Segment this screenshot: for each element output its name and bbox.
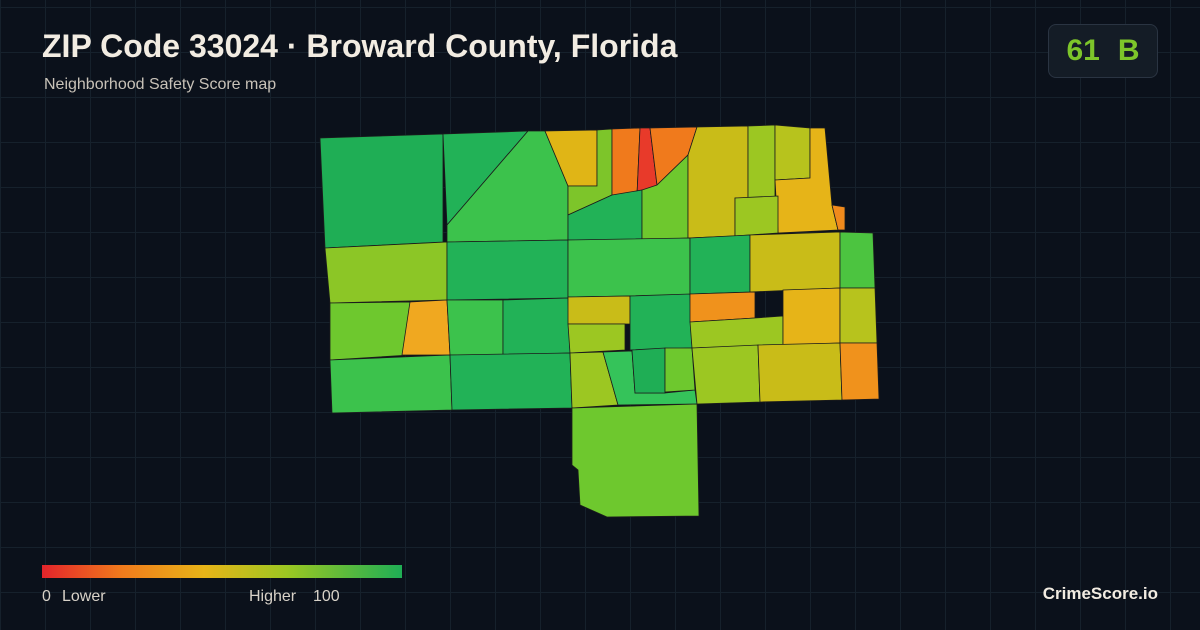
score-badge: 61 B xyxy=(1048,24,1158,78)
area xyxy=(689,234,751,295)
area xyxy=(611,127,641,196)
neighborhoods xyxy=(319,124,880,518)
area xyxy=(734,195,779,237)
brand: CrimeScore.io xyxy=(1042,584,1158,603)
area xyxy=(329,301,411,361)
subtitle: Neighborhood Safety Score map xyxy=(44,76,277,93)
area xyxy=(664,347,696,393)
area xyxy=(839,231,876,289)
score-value: 61 xyxy=(1066,34,1100,67)
area xyxy=(329,354,453,414)
area xyxy=(691,344,761,405)
area xyxy=(839,287,878,344)
area xyxy=(747,124,776,199)
legend-min-label: Lower xyxy=(62,588,106,605)
area xyxy=(749,231,841,293)
legend-min: 0 xyxy=(42,588,51,605)
legend-max: 100 xyxy=(313,588,340,605)
area xyxy=(782,287,841,346)
title: ZIP Code 33024 · Broward County, Florida xyxy=(42,28,678,64)
area xyxy=(689,291,756,323)
area xyxy=(831,204,846,231)
legend-max-label: Higher xyxy=(249,588,297,605)
area xyxy=(757,342,843,403)
area xyxy=(774,127,839,234)
area xyxy=(567,295,631,325)
area xyxy=(689,315,784,349)
area xyxy=(774,124,811,181)
area xyxy=(571,403,700,518)
area xyxy=(401,299,451,356)
area xyxy=(839,342,880,401)
area xyxy=(567,237,691,298)
area xyxy=(324,241,448,304)
legend-gradient xyxy=(42,565,402,578)
area xyxy=(631,347,666,394)
area xyxy=(446,239,569,301)
area xyxy=(567,323,626,354)
area xyxy=(446,299,504,356)
area xyxy=(502,297,571,356)
area xyxy=(449,352,573,411)
area xyxy=(319,133,444,249)
score-grade: B xyxy=(1117,34,1140,67)
area xyxy=(629,293,693,351)
